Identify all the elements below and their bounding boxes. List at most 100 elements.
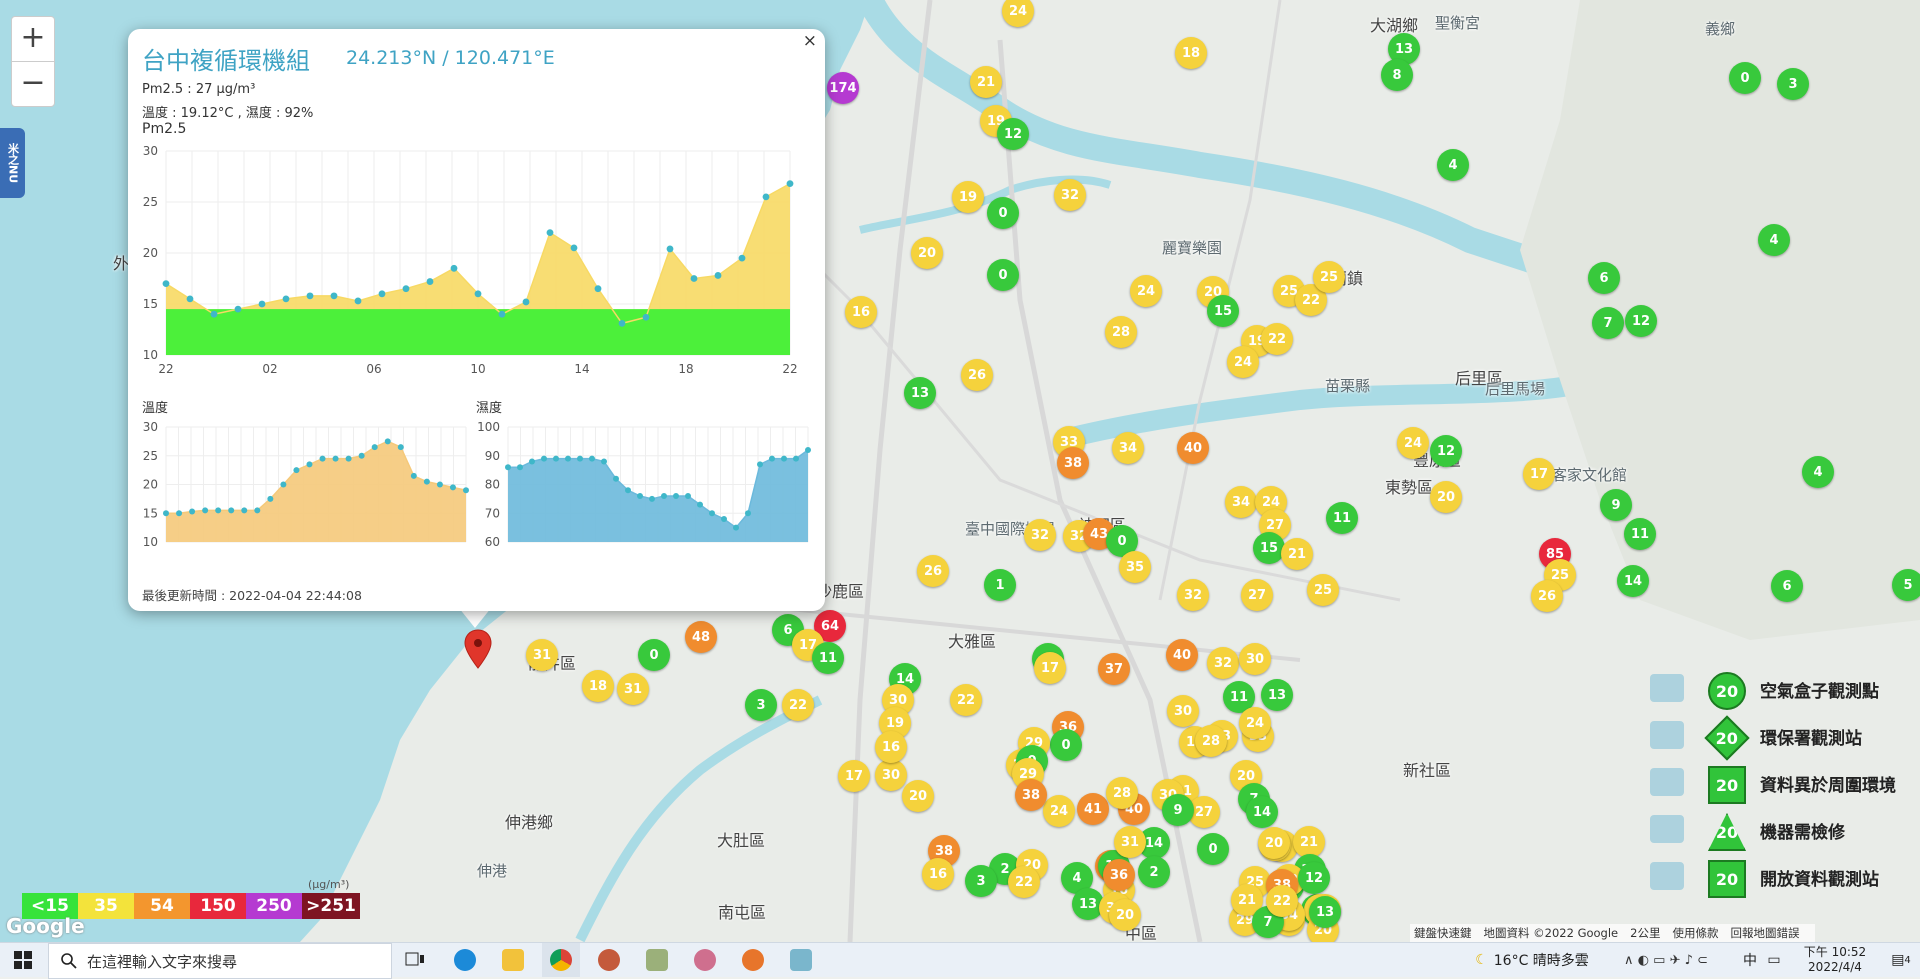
station-marker[interactable]: 28 [1105,316,1137,348]
station-marker[interactable]: 5 [1892,569,1920,601]
station-marker[interactable]: 36 [1103,859,1135,891]
station-marker[interactable]: 27 [1188,796,1220,828]
station-marker[interactable]: 13 [1072,888,1104,920]
station-marker[interactable]: 8 [1381,59,1413,91]
attribution-item[interactable]: 回報地圖錯誤 [1730,926,1800,940]
edge-app[interactable] [446,943,484,977]
station-marker[interactable]: 32 [1024,519,1056,551]
station-marker[interactable]: 20 [1258,827,1290,859]
station-marker[interactable]: 16 [845,296,877,328]
station-marker[interactable]: 40 [1177,432,1209,464]
station-marker[interactable]: 16 [922,858,954,890]
weather-widget[interactable]: ☾ 16°C 晴時多雲 [1452,943,1612,977]
tray-icons[interactable]: ∧ ◐ ▭ ✈ ♪ ⊂ [1592,943,1740,977]
station-marker[interactable]: 12 [997,118,1029,150]
station-marker[interactable]: 22 [1266,885,1298,917]
station-marker[interactable]: 17 [1523,458,1555,490]
app-5[interactable] [638,943,676,977]
attribution-item[interactable]: 使用條款 [1672,926,1719,940]
station-marker[interactable]: 22 [1008,866,1040,898]
station-marker[interactable]: 14 [1617,565,1649,597]
station-marker[interactable]: 9 [1162,794,1194,826]
station-marker[interactable]: 26 [1531,580,1563,612]
station-marker[interactable]: 13 [904,377,936,409]
keyboard-icon[interactable]: ▭ [1767,952,1781,968]
station-marker[interactable]: 24 [1043,795,1075,827]
station-marker[interactable]: 30 [875,759,907,791]
station-marker[interactable]: 3 [745,689,777,721]
station-marker[interactable]: 3 [965,865,997,897]
station-marker[interactable]: 15 [1253,532,1285,564]
file-explorer-app[interactable] [494,943,532,977]
station-marker[interactable]: 4 [1437,149,1469,181]
station-marker[interactable]: 64 [814,610,846,642]
station-marker[interactable]: 30 [1239,643,1271,675]
station-marker[interactable]: 9 [1600,489,1632,521]
task-view-button[interactable] [396,943,434,977]
station-marker[interactable]: 15 [1207,295,1239,327]
station-marker[interactable]: 18 [1175,37,1207,69]
station-marker[interactable]: 32 [1207,647,1239,679]
station-marker[interactable]: 38 [1057,447,1089,479]
station-marker[interactable]: 22 [950,684,982,716]
station-marker[interactable]: 12 [1625,305,1657,337]
clock[interactable]: 下午 10:52 2022/4/4 [1790,943,1880,977]
station-marker[interactable]: 0 [987,197,1019,229]
station-marker[interactable]: 32 [1054,179,1086,211]
station-marker[interactable]: 20 [1109,899,1141,931]
station-marker[interactable]: 24 [1397,427,1429,459]
station-marker[interactable]: 24 [1239,707,1271,739]
station-marker[interactable]: 18 [582,670,614,702]
station-marker[interactable]: 11 [1326,502,1358,534]
station-marker[interactable]: 1 [984,569,1016,601]
station-marker[interactable]: 21 [970,66,1002,98]
station-marker[interactable]: 0 [1050,729,1082,761]
zoom-out-button[interactable]: − [11,61,55,107]
taskbar-search-box[interactable]: 在這裡輸入文字來搜尋 [48,943,392,979]
app-4[interactable] [590,943,628,977]
selected-location-pin[interactable] [462,628,494,672]
station-marker[interactable]: 32 [1177,579,1209,611]
station-marker[interactable]: 17 [1034,652,1066,684]
station-marker[interactable]: 11 [1223,681,1255,713]
station-marker[interactable]: 20 [1430,481,1462,513]
attribution-item[interactable]: 鍵盤快速鍵 [1414,926,1472,940]
station-marker[interactable]: 16 [875,731,907,763]
station-marker[interactable]: 40 [1166,639,1198,671]
station-marker[interactable]: 28 [1195,725,1227,757]
station-marker[interactable]: 41 [1077,793,1109,825]
station-marker[interactable]: 25 [1313,261,1345,293]
station-marker[interactable]: 31 [617,673,649,705]
app-6[interactable] [686,943,724,977]
station-marker[interactable]: 21 [1281,538,1313,570]
station-marker[interactable]: 31 [526,639,558,671]
station-marker[interactable]: 22 [782,689,814,721]
station-marker[interactable]: 7 [1592,307,1624,339]
station-marker[interactable]: 4 [1802,456,1834,488]
station-marker[interactable]: 22 [1261,323,1293,355]
station-marker[interactable]: 22 [1295,284,1327,316]
station-marker[interactable]: 35 [1119,551,1151,583]
station-marker[interactable]: 24 [1002,0,1034,27]
station-marker[interactable]: 38 [1015,779,1047,811]
station-marker[interactable]: 174 [827,72,859,104]
start-button[interactable] [0,943,46,977]
station-marker[interactable]: 4 [1758,224,1790,256]
station-marker[interactable]: 27 [1241,579,1273,611]
station-marker[interactable]: 2 [1138,856,1170,888]
station-marker[interactable]: 19 [952,181,984,213]
side-panel-tab[interactable]: 米之NU [0,128,25,198]
station-marker[interactable]: 0 [987,259,1019,291]
station-marker[interactable]: 12 [1298,862,1330,894]
station-marker[interactable]: 11 [1624,518,1656,550]
station-marker[interactable]: 11 [812,642,844,674]
station-marker[interactable]: 21 [1231,884,1263,916]
notification-center[interactable]: ▤ 4 [1884,943,1918,977]
station-marker[interactable]: 25 [1307,574,1339,606]
station-marker[interactable]: 24 [1130,275,1162,307]
close-icon[interactable]: × [802,31,817,51]
station-marker[interactable]: 34 [1225,486,1257,518]
station-marker[interactable]: 14 [1246,796,1278,828]
station-marker[interactable]: 26 [961,359,993,391]
station-marker[interactable]: 0 [638,639,670,671]
